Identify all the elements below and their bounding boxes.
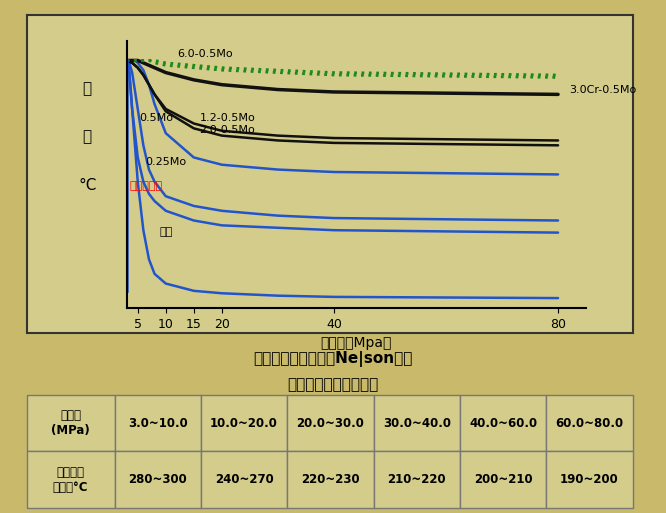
Bar [546,395,633,451]
Text: 2.0-0.5Mo: 2.0-0.5Mo [199,125,255,135]
Text: 190~200: 190~200 [560,473,619,486]
Text: 10.0~20.0: 10.0~20.0 [210,417,278,430]
Bar [460,451,546,508]
Text: 3.0Cr-0.5Mo: 3.0Cr-0.5Mo [569,85,637,95]
Text: 0.5Mo: 0.5Mo [139,113,173,123]
X-axis label: 氢分压（Mpa）: 氢分压（Mpa） [320,336,392,350]
Text: 度: 度 [83,130,92,145]
Text: 40.0~60.0: 40.0~60.0 [469,417,537,430]
Text: 200~210: 200~210 [474,473,533,486]
Bar [546,451,633,508]
Bar [201,451,287,508]
Text: 30.0~40.0: 30.0~40.0 [383,417,451,430]
Text: °C: °C [78,177,97,192]
Text: 240~270: 240~270 [214,473,274,486]
Bar [27,451,115,508]
Text: 碳钢的氢腐蚀起始温度: 碳钢的氢腐蚀起始温度 [287,377,379,392]
Text: 焊接或热弯: 焊接或热弯 [129,181,163,191]
Text: 氢分压
(MPa): 氢分压 (MPa) [51,409,90,437]
Text: 210~220: 210~220 [388,473,446,486]
Bar [115,451,201,508]
Text: 碳钢: 碳钢 [159,227,172,237]
Text: 6.0-0.5Mo: 6.0-0.5Mo [177,49,232,59]
Bar [287,395,374,451]
Bar [287,451,374,508]
Text: 钢在氢介质中使用的Ne|son曲线: 钢在氢介质中使用的Ne|son曲线 [253,351,413,367]
Bar [115,395,201,451]
Text: 0.25Mo: 0.25Mo [145,156,186,167]
Text: 280~300: 280~300 [129,473,187,486]
Text: 氢腐蚀起
始温度°C: 氢腐蚀起 始温度°C [53,466,89,494]
Bar [27,395,115,451]
Text: 60.0~80.0: 60.0~80.0 [555,417,623,430]
Text: 220~230: 220~230 [301,473,360,486]
Bar [460,395,546,451]
Bar [201,395,287,451]
Text: 20.0~30.0: 20.0~30.0 [296,417,364,430]
Text: 3.0~10.0: 3.0~10.0 [128,417,188,430]
Text: 1.2-0.5Mo: 1.2-0.5Mo [199,113,255,123]
Text: 温: 温 [83,82,92,96]
Bar [374,451,460,508]
Bar [374,395,460,451]
